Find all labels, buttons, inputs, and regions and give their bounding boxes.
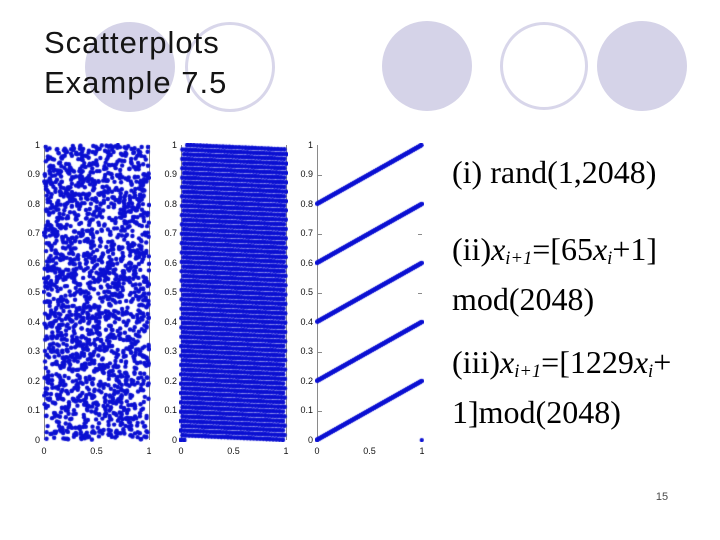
formula-line: (iii)xi+1=[1229xi+ <box>452 344 672 383</box>
y-tick-label: 0 <box>171 434 177 445</box>
formula-line: (ii)xi+1=[65xi+1] <box>452 231 658 270</box>
y-tick-label: 0.4 <box>300 316 313 327</box>
y-tick-label: 0.4 <box>27 316 40 327</box>
y-tick-label: 0.1 <box>164 405 177 415</box>
axis-tick-mark <box>318 351 322 353</box>
x-tick-label: 0 <box>314 446 320 456</box>
y-tick-label: 0.8 <box>300 198 313 209</box>
axis-tick-mark <box>318 233 322 235</box>
axis-tick-mark <box>318 174 322 176</box>
scatter-plot-ii: 1 0.9 0.8 0.7 0.6 0.5 0.4 0.3 0.2 0.1 0 0 0.5 1 <box>151 136 296 470</box>
y-tick-label: 0.3 <box>27 346 40 356</box>
formula-iii: (iii)xi+1=[1229xi+ 1]mod(2048) <box>452 342 720 432</box>
y-tick-label: 0.7 <box>300 228 313 238</box>
y-tick-label: 0.6 <box>27 257 40 268</box>
title-line-1: Scatterplots <box>44 25 220 60</box>
y-tick-label: 0 <box>307 434 313 445</box>
y-tick-label: 0.5 <box>164 287 177 297</box>
accent-ring-1 <box>185 22 275 112</box>
scatter-canvas-iii <box>315 143 424 442</box>
y-tick-label: 1 <box>171 139 177 150</box>
accent-circle-2 <box>382 21 472 111</box>
scatter-plot-i: 1 0.9 0.8 0.7 0.6 0.5 0.4 0.3 0.2 0.1 0 0 0.5 1 <box>14 136 159 470</box>
y-tick-label: 0.3 <box>300 346 313 356</box>
y-tick-label: 0.7 <box>27 228 40 238</box>
axis-tick-mark <box>318 292 322 294</box>
scatter-canvas-i <box>42 143 151 442</box>
y-tick-label: 0.4 <box>164 316 177 327</box>
y-tick-label: 0.9 <box>27 169 40 179</box>
y-tick-label: 0.6 <box>164 257 177 268</box>
x-tick-label: 1 <box>419 446 425 456</box>
scatter-plot-iii: 1 0.9 0.8 0.7 0.6 0.5 0.4 0.3 0.2 0.1 0 0 0.5 1 <box>287 136 432 470</box>
y-tick-label: 0.8 <box>164 198 177 209</box>
y-tick-label: 0.1 <box>27 405 40 415</box>
y-tick-label: 0.2 <box>164 375 177 386</box>
y-tick-label: 0.2 <box>300 375 313 386</box>
y-tick-label: 1 <box>307 139 313 150</box>
slide-title: Scatterplots Example 7.5 <box>44 23 227 103</box>
y-tick-label: 0.5 <box>27 287 40 297</box>
x-tick-label: 0 <box>41 446 47 456</box>
title-line-2: Example 7.5 <box>44 65 228 100</box>
y-tick-label: 0.7 <box>164 228 177 238</box>
page-number: 15 <box>655 491 669 503</box>
x-tick-label: 0.5 <box>227 446 240 456</box>
formula-line: (i) rand(1,2048) <box>452 154 657 190</box>
x-tick-label: 1 <box>283 446 289 456</box>
x-tick-label: 0.5 <box>90 446 103 456</box>
y-tick-label: 0 <box>34 434 40 445</box>
y-tick-label: 0.9 <box>164 169 177 179</box>
x-tick-label: 0.5 <box>363 446 376 456</box>
formula-i: (i) rand(1,2048) <box>452 152 720 192</box>
y-tick-label: 0.2 <box>27 375 40 386</box>
x-tick-label: 1 <box>146 446 152 456</box>
accent-circle-3 <box>597 21 687 111</box>
accent-ring-2 <box>500 22 588 110</box>
formula-line: mod(2048) <box>452 281 595 318</box>
axis-tick-mark <box>318 410 322 412</box>
x-tick-label: 0 <box>178 446 184 456</box>
axis-tick-mark <box>418 292 422 294</box>
y-tick-label: 0.9 <box>300 169 313 179</box>
y-tick-label: 0.8 <box>27 198 40 209</box>
y-tick-label: 0.1 <box>300 405 313 415</box>
formula-line: 1]mod(2048) <box>452 394 621 431</box>
accent-circle-1 <box>85 22 175 112</box>
axis-tick-mark <box>418 233 422 235</box>
y-tick-label: 1 <box>34 139 40 150</box>
y-tick-label: 0.6 <box>300 257 313 268</box>
formula-ii: (ii)xi+1=[65xi+1] mod(2048) <box>452 229 720 319</box>
scatter-canvas-ii <box>179 143 288 442</box>
y-tick-label: 0.3 <box>164 346 177 356</box>
y-tick-label: 0.5 <box>300 287 313 297</box>
